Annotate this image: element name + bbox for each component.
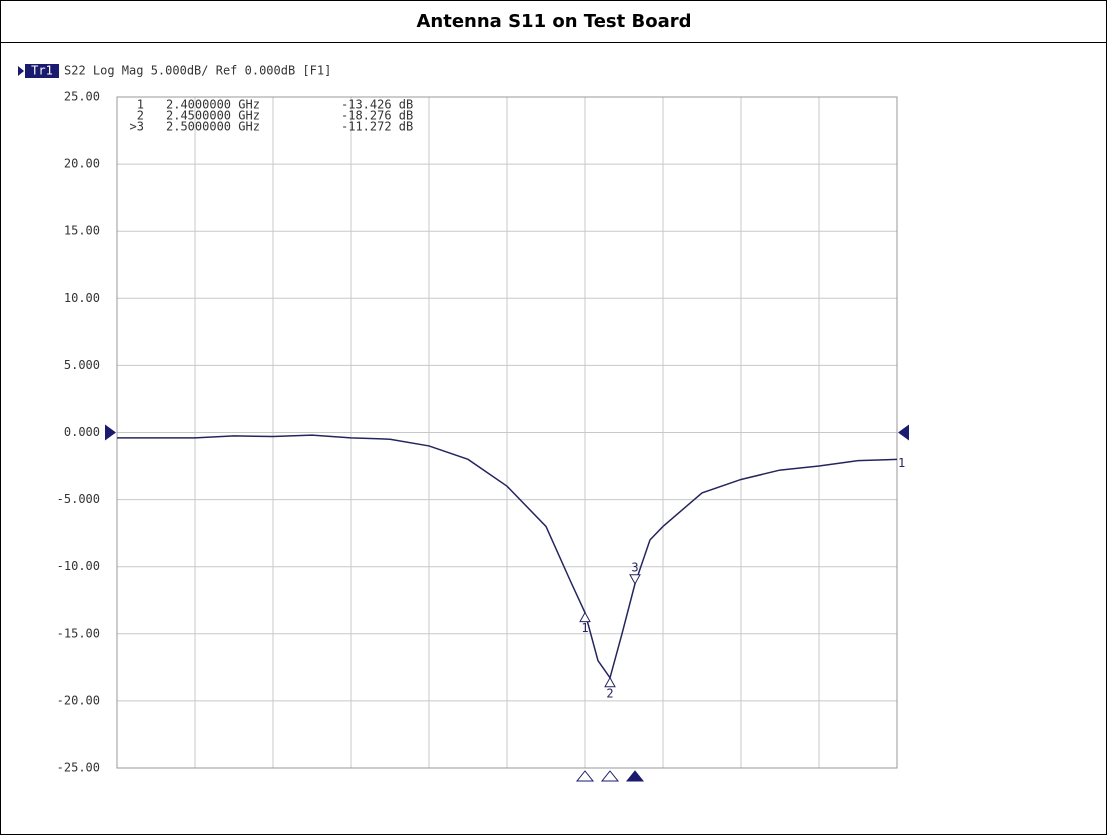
trace-number: 1 (898, 456, 905, 470)
readout-frequency: 2.4500000 GHz (166, 109, 260, 123)
trace-arrow (18, 66, 24, 76)
marker-label: 1 (581, 621, 588, 635)
readout-index: >3 (130, 120, 144, 134)
readout-index: 2 (137, 109, 144, 123)
marker-label: 3 (631, 560, 638, 574)
y-tick-label: -15.00 (57, 626, 100, 640)
y-tick-label: -5.000 (57, 492, 100, 506)
readout-value: -18.276 dB (341, 109, 413, 123)
readout-index: 1 (137, 98, 144, 112)
readout-value: -11.272 dB (341, 120, 413, 134)
readout-frequency: 2.4000000 GHz (166, 98, 260, 112)
y-tick-label: 15.00 (64, 224, 100, 238)
marker (629, 574, 641, 585)
ref-marker-left (105, 424, 116, 441)
y-tick-label: 25.00 (64, 90, 100, 104)
y-tick-label: 0.000 (64, 425, 100, 439)
y-tick-label: -20.00 (57, 693, 100, 707)
plot-border (116, 96, 898, 769)
y-tick-label: 10.00 (64, 291, 100, 305)
subtitle: S22 Log Mag 5.000dB/ Ref 0.000dB [F1] (64, 64, 331, 78)
marker-indicator (625, 770, 645, 782)
marker (579, 611, 591, 623)
marker-label: 2 (606, 686, 613, 700)
ref-marker-right (898, 424, 909, 441)
marker-indicator (600, 770, 620, 782)
marker-indicator (575, 770, 595, 782)
y-tick-label: -25.00 (57, 761, 100, 775)
trace-label: Tr1 (31, 64, 53, 78)
y-tick-label: -10.00 (57, 559, 100, 573)
chart-title: Antenna S11 on Test Board (416, 11, 691, 32)
readout-value: -13.426 dB (341, 98, 413, 112)
y-tick-label: 20.00 (64, 157, 100, 171)
marker (604, 676, 616, 688)
trace-label-box (25, 64, 59, 78)
readout-frequency: 2.5000000 GHz (166, 120, 260, 134)
y-tick-label: 5.000 (64, 358, 100, 372)
